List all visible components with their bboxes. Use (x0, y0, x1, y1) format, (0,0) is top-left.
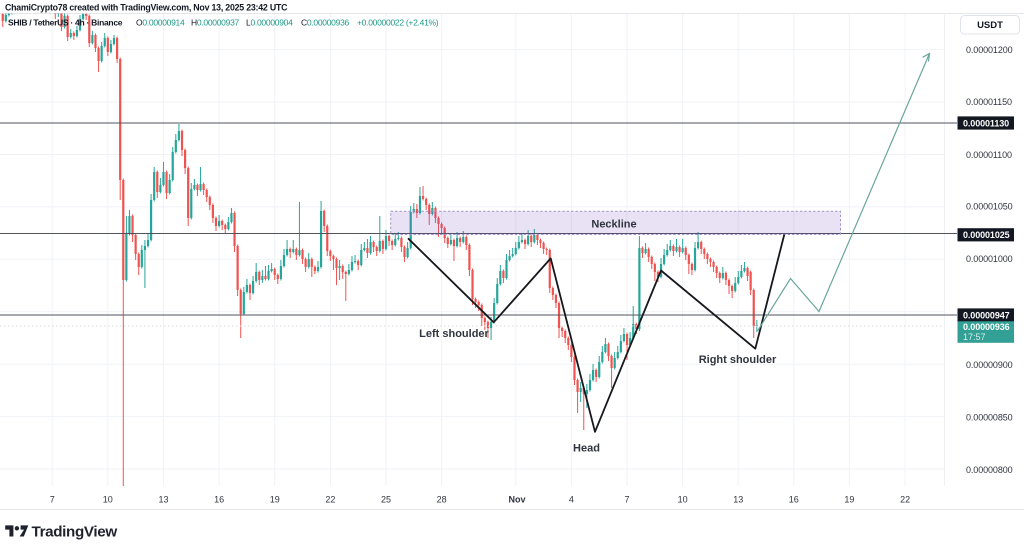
svg-text:22: 22 (325, 495, 335, 505)
svg-text:SHIB / TetherUS · 4h · Binance: SHIB / TetherUS · 4h · Binance O0.0000091… (8, 18, 439, 28)
svg-text:10: 10 (678, 495, 688, 505)
svg-text:7: 7 (624, 495, 629, 505)
svg-text:0.00001100: 0.00001100 (966, 150, 1012, 160)
svg-text:0.00001130: 0.00001130 (963, 118, 1009, 128)
svg-text:Left shoulder: Left shoulder (419, 328, 489, 340)
svg-text:0.00000900: 0.00000900 (966, 360, 1013, 370)
svg-text:0.00001150: 0.00001150 (966, 97, 1012, 107)
svg-text:0.00001000: 0.00001000 (966, 254, 1013, 264)
svg-text:13: 13 (158, 495, 168, 505)
svg-text:0.00001200: 0.00001200 (966, 45, 1013, 55)
svg-text:0.00000936: 0.00000936 (963, 322, 1010, 332)
svg-text:13: 13 (733, 495, 743, 505)
svg-text:4: 4 (569, 495, 574, 505)
svg-text:Nov: Nov (508, 495, 525, 505)
svg-text:ChamiCrypto78 created with Tra: ChamiCrypto78 created with TradingView.c… (5, 3, 288, 13)
svg-text:Right shoulder: Right shoulder (699, 354, 777, 366)
svg-text:Head: Head (573, 443, 600, 455)
svg-text:0.00001050: 0.00001050 (966, 202, 1013, 212)
svg-text:16: 16 (214, 495, 224, 505)
svg-text:16: 16 (789, 495, 799, 505)
svg-text:0.00001025: 0.00001025 (963, 230, 1010, 240)
svg-text:19: 19 (270, 495, 280, 505)
svg-text:25: 25 (381, 495, 391, 505)
svg-text:USDT: USDT (977, 20, 1003, 31)
svg-text:19: 19 (844, 495, 854, 505)
svg-text:TradingView: TradingView (32, 524, 118, 541)
svg-text:0.00000947: 0.00000947 (963, 310, 1010, 320)
svg-text:7: 7 (50, 495, 55, 505)
svg-text:17:57: 17:57 (963, 332, 986, 342)
svg-text:10: 10 (103, 495, 113, 505)
svg-text:0.00000850: 0.00000850 (966, 412, 1013, 422)
svg-text:22: 22 (900, 495, 910, 505)
svg-text:Neckline: Neckline (591, 219, 636, 231)
svg-text:28: 28 (437, 495, 447, 505)
svg-text:0.00000800: 0.00000800 (966, 465, 1013, 475)
